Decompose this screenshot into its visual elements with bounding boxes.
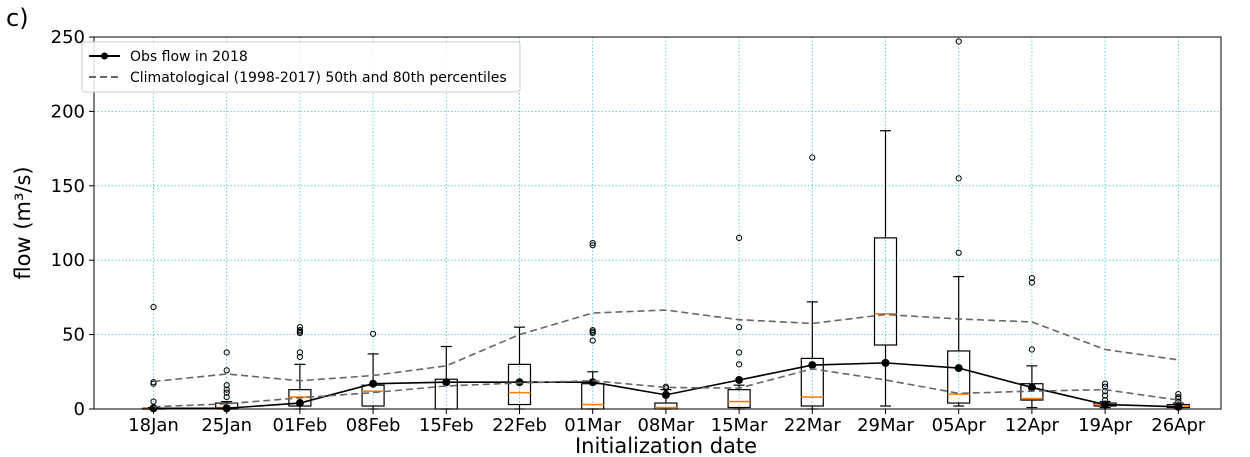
y-tick-label: 100	[51, 250, 85, 271]
box-outlier	[589, 242, 596, 249]
box-outlier	[955, 175, 962, 182]
obs-flow-marker	[881, 358, 890, 367]
box-iqr	[873, 237, 898, 346]
series-lines	[149, 309, 1183, 413]
y-axis-label: flow (m³/s)	[11, 166, 35, 279]
box-outlier	[150, 303, 157, 311]
box-outlier	[1175, 393, 1182, 401]
x-tick-label: 01Feb	[273, 415, 328, 436]
obs-flow-marker	[369, 379, 378, 388]
box-outlier	[150, 398, 157, 405]
box-outlier	[736, 349, 743, 356]
box-outlier	[223, 393, 230, 401]
box-outlier	[589, 239, 596, 247]
x-tick-label: 18Jan	[128, 415, 179, 436]
x-tick-label: 05Apr	[932, 415, 987, 436]
box-outlier	[589, 327, 596, 334]
x-tick-label: 15Feb	[419, 415, 474, 436]
box-outlier	[736, 324, 743, 331]
y-tick-label: 50	[62, 325, 85, 346]
box-outlier	[1028, 274, 1036, 282]
obs-flow-marker	[222, 404, 231, 413]
box-outlier	[1175, 391, 1182, 398]
x-tick-label: 26Apr	[1151, 415, 1206, 436]
box-outlier	[223, 386, 230, 393]
obs-flow-marker	[808, 361, 817, 370]
legend-obs-marker	[101, 52, 108, 60]
box-outlier	[1028, 279, 1036, 286]
box-outlier	[296, 327, 303, 334]
y-tick-label: 250	[51, 27, 85, 48]
box-outlier	[589, 337, 596, 344]
x-tick-label: 22Mar	[784, 415, 841, 436]
box-outlier	[296, 349, 303, 356]
legend-obs-label: Obs flow in 2018	[130, 49, 248, 65]
x-tick-label: 25Jan	[201, 415, 252, 436]
obs-flow-marker	[1101, 400, 1110, 409]
x-axis-label: Initialization date	[575, 434, 757, 457]
box-iqr	[727, 389, 751, 409]
obs-flow-marker	[954, 364, 963, 373]
obs-flow-marker	[1027, 383, 1036, 392]
obs-flow-marker	[661, 390, 670, 399]
box-outlier	[955, 249, 962, 256]
y-tick-label: 0	[74, 399, 85, 420]
box-iqr	[947, 350, 971, 404]
box-outlier	[223, 382, 230, 389]
y-tick-label: 150	[51, 176, 85, 197]
box-iqr	[507, 363, 532, 406]
box-outlier	[955, 38, 962, 45]
x-tick-label: 08Feb	[346, 415, 401, 436]
box-outlier	[1102, 388, 1109, 395]
box-iqr	[800, 357, 824, 407]
x-tick-label: 15Mar	[711, 415, 768, 436]
box-outlier	[370, 330, 377, 337]
x-tick-label: 01Mar	[564, 415, 621, 436]
box-outlier	[150, 379, 157, 386]
x-tick-label: 19Apr	[1078, 415, 1133, 436]
box-outlier	[223, 389, 230, 396]
box-outlier	[809, 154, 816, 161]
axis-ticks: 18Jan 25Jan 01Feb 08Feb 15Feb 22Feb 01Mar 08Mar…	[51, 27, 1206, 436]
y-tick-label: 200	[51, 101, 85, 122]
box-outlier	[223, 349, 230, 356]
box-outlier	[296, 324, 303, 331]
plot-frame	[93, 36, 1222, 410]
obs-flow-marker	[442, 378, 451, 387]
legend-box	[81, 41, 521, 93]
climatology-line	[153, 368, 1179, 408]
panel-label: c)	[6, 4, 29, 32]
obs-flow-marker	[735, 375, 744, 384]
box-outlier	[296, 353, 303, 361]
box-outlier	[1028, 346, 1036, 353]
x-tick-label: 12Apr	[1005, 415, 1060, 436]
box-outlier	[736, 361, 743, 368]
box-outlier	[1102, 392, 1109, 399]
legend: Obs flow in 2018 Climatological (1998-20…	[81, 41, 521, 93]
x-tick-label: 08Mar	[637, 415, 694, 436]
obs-flow-marker	[588, 378, 597, 387]
legend-clim-label: Climatological (1998-2017) 50th and 80th…	[130, 70, 507, 86]
box-outlier	[736, 234, 743, 241]
x-tick-label: 29Mar	[857, 415, 914, 436]
box-outlier	[223, 367, 230, 374]
obs-flow-marker	[295, 399, 304, 408]
x-tick-label: 22Feb	[492, 415, 547, 436]
grid-lines	[94, 37, 1221, 409]
box-outlier	[1102, 380, 1109, 387]
climatology-line	[153, 309, 1179, 383]
